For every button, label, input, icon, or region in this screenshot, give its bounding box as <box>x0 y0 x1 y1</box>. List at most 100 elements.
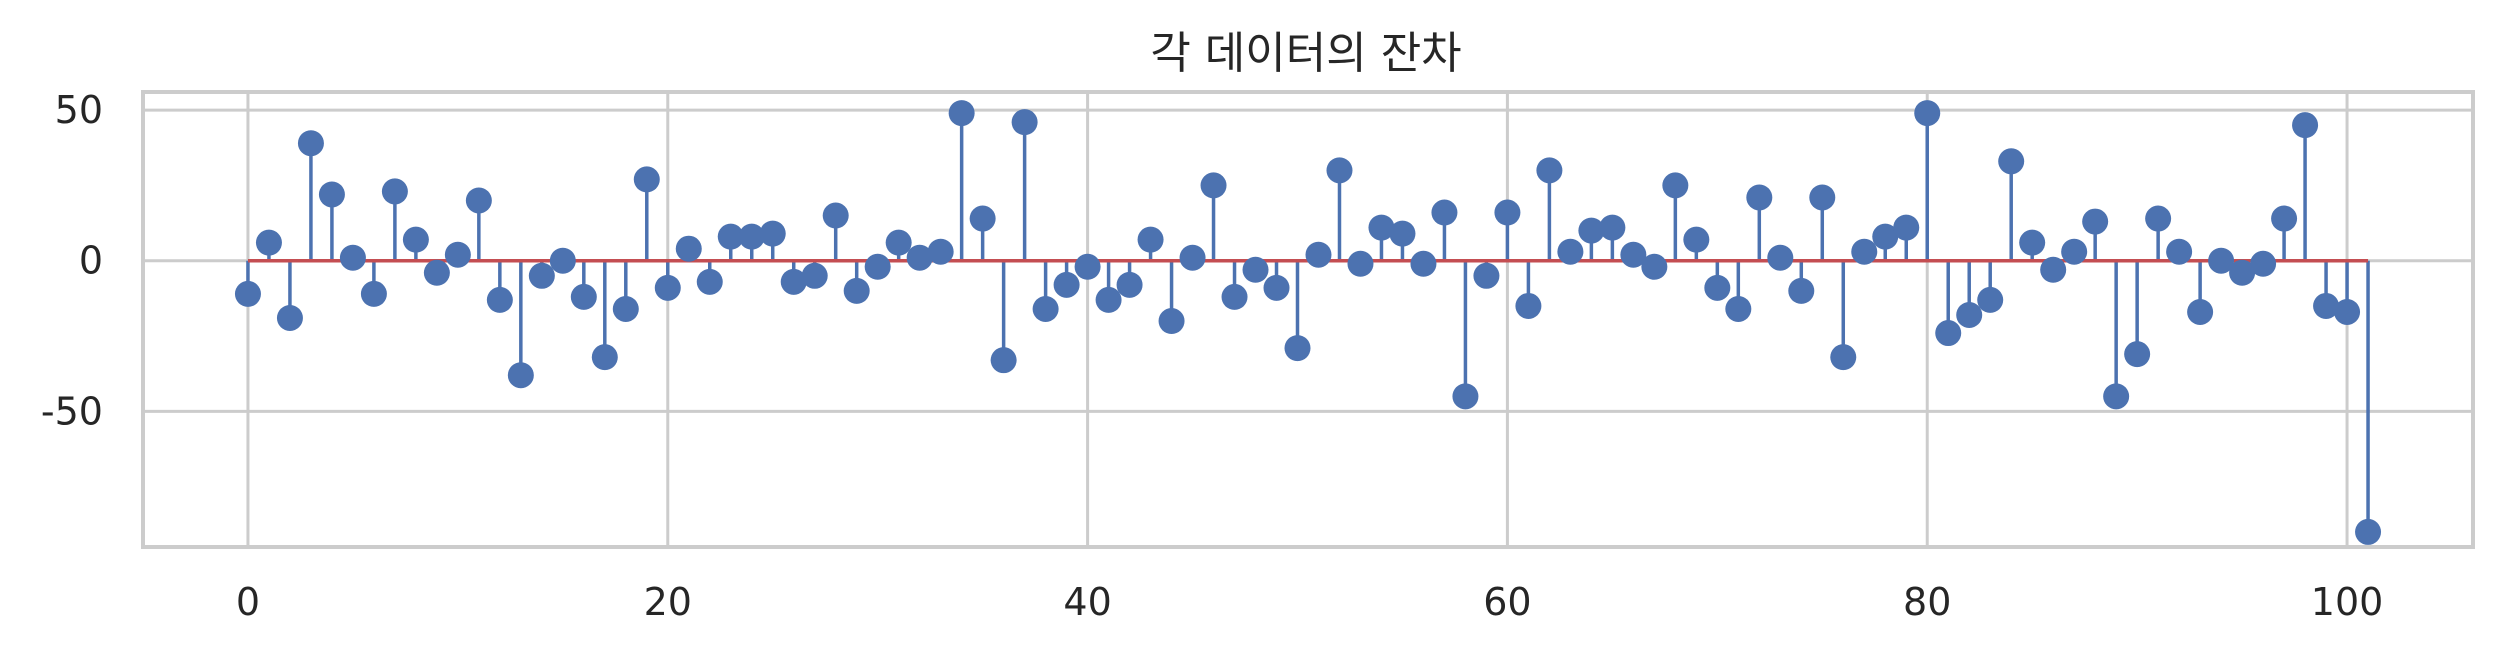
data-point-marker <box>1977 286 2004 313</box>
data-point-marker <box>1011 109 1038 136</box>
data-point-marker <box>1431 199 1458 226</box>
data-point-marker <box>822 202 849 229</box>
x-tick-label: 80 <box>1903 580 1951 624</box>
data-point-marker <box>1326 157 1353 184</box>
data-point-marker <box>990 347 1017 374</box>
data-point-marker <box>1893 214 1920 241</box>
data-point-marker <box>444 241 471 268</box>
data-point-marker <box>486 286 513 313</box>
data-point-marker <box>1809 184 1836 211</box>
data-point-marker <box>1620 241 1647 268</box>
data-point-marker <box>1263 274 1290 301</box>
data-point-marker <box>1935 320 1962 347</box>
x-tick-label: 20 <box>644 580 692 624</box>
data-point-marker <box>1662 172 1689 199</box>
data-point-marker <box>654 274 681 301</box>
data-point-marker <box>633 166 660 193</box>
data-point-marker <box>2271 205 2298 232</box>
data-point-marker <box>1095 286 1122 313</box>
data-point-marker <box>1872 223 1899 250</box>
data-point-marker <box>507 362 534 389</box>
data-point-marker <box>885 229 912 256</box>
data-point-marker <box>1683 226 1710 253</box>
data-point-marker <box>969 205 996 232</box>
data-point-marker <box>1200 172 1227 199</box>
data-point-marker <box>738 223 765 250</box>
stem-lines <box>246 113 2370 532</box>
plot-frame <box>141 90 2475 549</box>
data-point-marker <box>1305 241 1332 268</box>
data-point-marker <box>1851 238 1878 265</box>
data-point-marker <box>2124 341 2151 368</box>
data-point-marker <box>1536 157 1563 184</box>
data-point-marker <box>1998 148 2025 175</box>
data-point-marker <box>2103 383 2130 410</box>
data-point-marker <box>1137 226 1164 253</box>
data-point-marker <box>696 268 723 295</box>
data-point-marker <box>1452 383 1479 410</box>
data-point-marker <box>1158 308 1185 335</box>
data-point-marker <box>1389 220 1416 247</box>
data-point-marker <box>1368 214 1395 241</box>
data-point-marker <box>297 130 324 157</box>
x-tick-label: 40 <box>1063 580 1111 624</box>
data-point-marker <box>2313 292 2340 319</box>
data-point-marker <box>1830 344 1857 371</box>
data-point-marker <box>2250 250 2277 277</box>
data-point-marker <box>1473 262 1500 289</box>
y-tick-label: 50 <box>55 88 103 132</box>
data-point-marker <box>2166 238 2193 265</box>
data-point-marker <box>339 244 366 271</box>
data-point-marker <box>2082 208 2109 235</box>
data-point-marker <box>255 229 282 256</box>
data-markers <box>234 100 2382 545</box>
data-point-marker <box>759 220 786 247</box>
data-point-marker <box>1725 295 1752 322</box>
data-point-marker <box>1557 238 1584 265</box>
data-point-marker <box>1053 271 1080 298</box>
chart-title: 각 데이터의 잔차 <box>1150 28 1461 79</box>
grid-lines <box>143 92 2473 547</box>
data-point-marker <box>801 262 828 289</box>
data-point-marker <box>1221 283 1248 310</box>
data-point-marker <box>1578 217 1605 244</box>
y-tick-label: 0 <box>79 239 103 283</box>
data-point-marker <box>549 247 576 274</box>
data-point-marker <box>612 295 639 322</box>
data-point-marker <box>2208 247 2235 274</box>
data-point-marker <box>1641 253 1668 280</box>
data-point-marker <box>1515 292 1542 319</box>
data-point-marker <box>1179 244 1206 271</box>
data-point-marker <box>2334 298 2361 325</box>
data-point-marker <box>1032 295 1059 322</box>
tick-labels: 0 20 40 60 80 100 50 0 -50 <box>41 88 2383 624</box>
data-point-marker <box>2292 112 2319 139</box>
x-tick-label: 0 <box>236 580 260 624</box>
data-point-marker <box>1788 277 1815 304</box>
data-point-marker <box>864 253 891 280</box>
data-point-marker <box>1956 301 1983 328</box>
data-point-marker <box>1767 244 1794 271</box>
data-point-marker <box>276 304 303 331</box>
data-point-marker <box>780 268 807 295</box>
data-point-marker <box>717 223 744 250</box>
data-point-marker <box>234 280 261 307</box>
data-point-marker <box>843 277 870 304</box>
data-point-marker <box>2040 256 2067 283</box>
data-point-marker <box>1746 184 1773 211</box>
x-tick-label: 60 <box>1483 580 1531 624</box>
data-point-marker <box>2229 259 2256 286</box>
data-point-marker <box>1914 100 1941 127</box>
data-point-marker <box>1599 214 1626 241</box>
data-point-marker <box>1284 335 1311 362</box>
data-point-marker <box>570 283 597 310</box>
data-point-marker <box>465 187 492 214</box>
data-point-marker <box>360 280 387 307</box>
data-point-marker <box>402 226 429 253</box>
data-point-marker <box>927 238 954 265</box>
data-point-marker <box>1494 199 1521 226</box>
data-point-marker <box>2145 205 2172 232</box>
data-point-marker <box>1074 253 1101 280</box>
data-point-marker <box>1347 250 1374 277</box>
